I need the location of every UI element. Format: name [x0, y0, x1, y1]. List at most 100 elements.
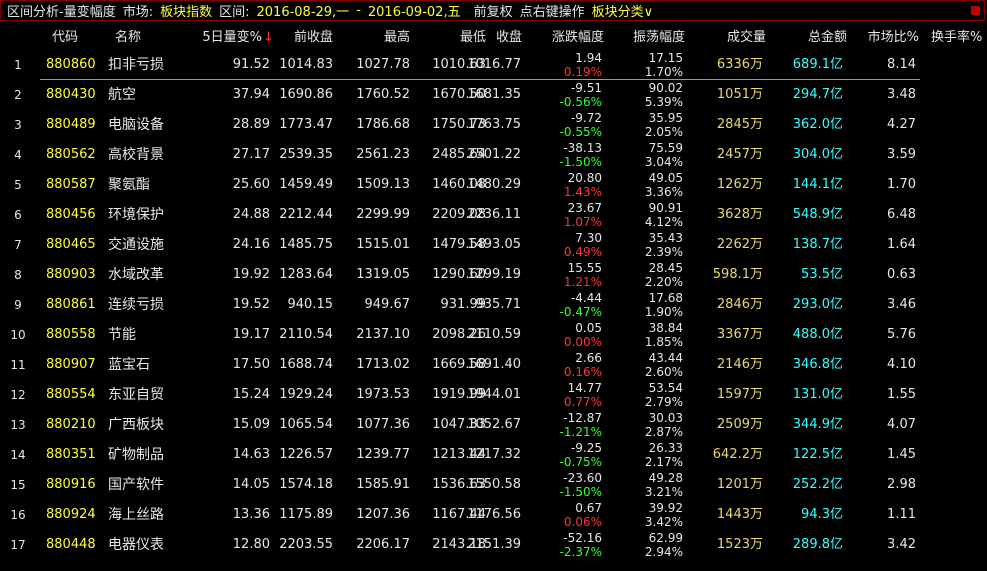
- row-index[interactable]: 16: [10, 508, 26, 522]
- amplitude-pct[interactable]: 3.04%: [644, 155, 683, 169]
- name[interactable]: 聚氨酯: [108, 177, 150, 193]
- volume[interactable]: 1523万: [716, 537, 763, 552]
- close[interactable]: 2151.39: [467, 537, 521, 552]
- name[interactable]: 电器仪表: [108, 537, 164, 553]
- close[interactable]: 2236.11: [467, 207, 521, 222]
- amount[interactable]: 362.0亿: [792, 117, 843, 132]
- prev-close[interactable]: 1688.74: [279, 357, 333, 372]
- column-header[interactable]: 市场比%: [867, 30, 919, 45]
- row-index[interactable]: 8: [14, 268, 22, 282]
- amplitude-pct[interactable]: 2.94%: [644, 545, 683, 559]
- volume[interactable]: 2845万: [716, 117, 763, 132]
- market-ratio[interactable]: 1.64: [887, 237, 916, 252]
- volume[interactable]: 3367万: [716, 327, 763, 342]
- high[interactable]: 1509.13: [356, 177, 410, 192]
- amplitude[interactable]: 26.33: [648, 441, 683, 455]
- close[interactable]: 1016.77: [467, 57, 521, 72]
- amount[interactable]: 53.5亿: [801, 267, 843, 282]
- change[interactable]: -9.51: [570, 81, 602, 95]
- close[interactable]: 2110.59: [467, 327, 521, 342]
- amplitude-pct[interactable]: 1.85%: [644, 335, 683, 349]
- row-index[interactable]: 7: [14, 238, 22, 252]
- change-pct[interactable]: 0.49%: [563, 245, 602, 259]
- change[interactable]: -38.13: [563, 141, 602, 155]
- prev-close[interactable]: 1690.86: [279, 87, 333, 102]
- change-pct[interactable]: -1.21%: [559, 425, 602, 439]
- row-index[interactable]: 9: [14, 298, 22, 312]
- amplitude[interactable]: 62.99: [648, 531, 683, 545]
- name[interactable]: 节能: [108, 327, 136, 343]
- column-header[interactable]: 前收盘: [293, 30, 333, 45]
- close[interactable]: 1299.19: [467, 267, 521, 282]
- low[interactable]: 2485.64: [432, 147, 486, 162]
- volume[interactable]: 1597万: [716, 387, 763, 402]
- change-pct[interactable]: 0.16%: [563, 365, 602, 379]
- high[interactable]: 1239.77: [356, 447, 410, 462]
- amplitude[interactable]: 49.28: [648, 471, 683, 485]
- prev-close[interactable]: 1574.18: [279, 477, 333, 492]
- change[interactable]: 1.94: [575, 51, 602, 65]
- amplitude[interactable]: 30.03: [648, 411, 683, 425]
- low[interactable]: 1460.08: [432, 177, 486, 192]
- amplitude-pct[interactable]: 5.39%: [644, 95, 683, 109]
- row-index[interactable]: 3: [14, 118, 22, 132]
- close[interactable]: 1217.32: [467, 447, 521, 462]
- volume-change[interactable]: 27.17: [232, 147, 270, 162]
- amount[interactable]: 131.0亿: [792, 387, 843, 402]
- high[interactable]: 1760.52: [356, 87, 410, 102]
- range-end[interactable]: 2016-09-02,五: [367, 5, 461, 20]
- amplitude-pct[interactable]: 4.12%: [644, 215, 683, 229]
- high[interactable]: 2299.99: [356, 207, 410, 222]
- close[interactable]: 2501.22: [467, 147, 521, 162]
- volume-change[interactable]: 25.60: [232, 177, 270, 192]
- market[interactable]: 板块指数: [160, 5, 213, 20]
- change-pct[interactable]: -0.47%: [559, 305, 602, 319]
- amplitude[interactable]: 35.95: [648, 111, 683, 125]
- low[interactable]: 2143.18: [432, 537, 486, 552]
- volume-change[interactable]: 17.50: [232, 357, 270, 372]
- column-header[interactable]: 代码: [51, 30, 78, 45]
- close[interactable]: 1480.29: [467, 177, 521, 192]
- amplitude[interactable]: 39.92: [648, 501, 683, 515]
- change[interactable]: -12.87: [563, 411, 602, 425]
- volume-change[interactable]: 24.88: [232, 207, 270, 222]
- amount[interactable]: 294.7亿: [792, 87, 843, 102]
- name[interactable]: 交通设施: [108, 237, 164, 253]
- change-pct[interactable]: 1.43%: [563, 185, 602, 199]
- change-pct[interactable]: 0.19%: [563, 65, 602, 79]
- volume[interactable]: 1262万: [716, 177, 763, 192]
- amplitude-pct[interactable]: 3.21%: [644, 485, 683, 499]
- column-header[interactable]: 涨跌幅度: [551, 30, 604, 45]
- name[interactable]: 矿物制品: [108, 447, 164, 463]
- volume[interactable]: 2146万: [716, 357, 763, 372]
- amount[interactable]: 548.9亿: [792, 207, 843, 222]
- amplitude-pct[interactable]: 2.60%: [644, 365, 683, 379]
- row-index[interactable]: 13: [10, 418, 26, 432]
- volume[interactable]: 3628万: [716, 207, 763, 222]
- low[interactable]: 2209.08: [432, 207, 486, 222]
- prev-close[interactable]: 2203.55: [279, 537, 333, 552]
- close[interactable]: 1944.01: [467, 387, 521, 402]
- code[interactable]: 880587: [46, 177, 96, 192]
- amount[interactable]: 94.3亿: [801, 507, 843, 522]
- change[interactable]: -23.60: [563, 471, 602, 485]
- low[interactable]: 1213.44: [432, 447, 486, 462]
- name[interactable]: 连续亏损: [108, 297, 164, 313]
- code[interactable]: 880861: [46, 297, 96, 312]
- amplitude-pct[interactable]: 2.20%: [644, 275, 683, 289]
- volume-change[interactable]: 19.92: [232, 267, 270, 282]
- market-ratio[interactable]: 4.07: [887, 417, 916, 432]
- volume-change[interactable]: 15.24: [232, 387, 270, 402]
- close[interactable]: 1681.35: [467, 87, 521, 102]
- name[interactable]: 海上丝路: [108, 507, 164, 523]
- change[interactable]: 23.67: [567, 201, 602, 215]
- low[interactable]: 1536.63: [432, 477, 486, 492]
- amplitude-pct[interactable]: 2.79%: [644, 395, 683, 409]
- volume[interactable]: 1443万: [716, 507, 763, 522]
- volume-change[interactable]: 19.52: [232, 297, 270, 312]
- name[interactable]: 东亚自贸: [108, 387, 164, 403]
- volume[interactable]: 642.2万: [712, 447, 763, 462]
- volume-change[interactable]: 13.36: [232, 507, 270, 522]
- close-icon[interactable]: [971, 6, 980, 15]
- name[interactable]: 电脑设备: [108, 117, 164, 133]
